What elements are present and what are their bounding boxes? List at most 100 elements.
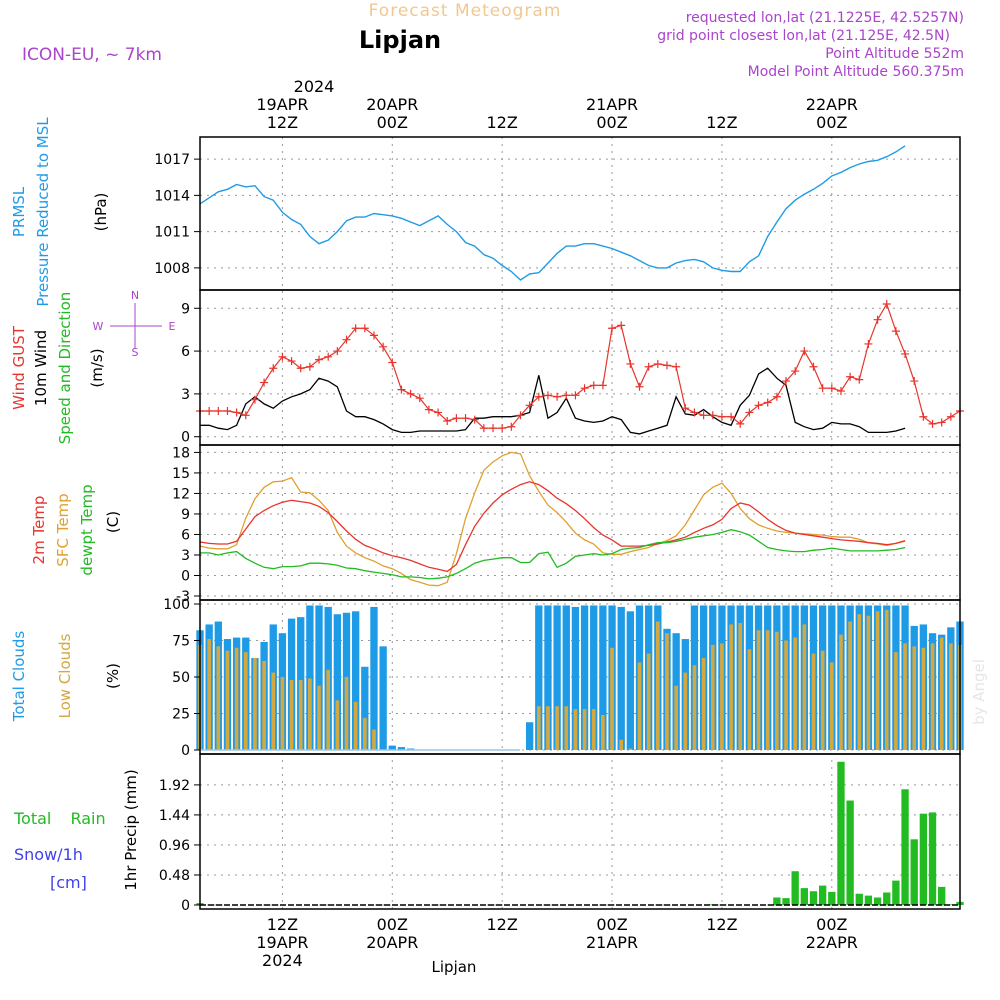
requested-coords: requested lon,lat (21.1225E, 42.5257N)	[686, 10, 964, 26]
gust-marker	[250, 395, 259, 404]
rain-bar	[928, 812, 937, 905]
rain-bar	[910, 839, 918, 905]
low-cloud-bar	[207, 639, 211, 750]
prmsl-line	[199, 145, 906, 281]
sfc-label: SFC Temp	[54, 493, 72, 566]
gust-marker	[919, 412, 928, 421]
gust-marker	[946, 412, 955, 421]
low-cloud-bar	[866, 615, 871, 750]
total-cloud-bar	[333, 614, 342, 750]
low-cloud-bar	[582, 709, 587, 750]
total-cloud-bar	[379, 646, 387, 750]
gust-marker	[479, 424, 488, 433]
model-label: ICON-EU, ~ 7km	[22, 45, 162, 65]
gust-marker	[763, 398, 772, 407]
gust-marker	[809, 362, 818, 371]
location-title: Lipjan	[359, 26, 441, 54]
low-cloud-bar	[243, 652, 248, 750]
dewpt-label: dewpt Temp	[78, 484, 96, 575]
bottom-axis-hour: 00Z	[816, 915, 847, 934]
clouds-unit: (%)	[104, 663, 122, 689]
total-cloud-bar	[370, 606, 378, 750]
total-cloud-bar	[535, 605, 543, 750]
low-cloud-bar	[619, 739, 624, 750]
total-cloud-bar	[599, 605, 607, 750]
pressure-panel	[199, 145, 906, 281]
gust-marker	[727, 412, 736, 421]
rain-label: Total Rain	[13, 809, 106, 828]
temp-tick-label: 9	[181, 507, 190, 523]
low-cloud-bar	[317, 685, 321, 750]
low-cloud-bar	[939, 637, 944, 750]
total-cloud-bar	[525, 722, 534, 750]
top-axis-hour: 12Z	[706, 113, 737, 132]
wind-tick-label: 0	[181, 430, 190, 446]
total-cloud-bar	[626, 611, 635, 750]
grid-lines	[200, 137, 960, 909]
gust-marker	[690, 408, 699, 417]
total-cloud-bar	[562, 605, 570, 750]
total-cloud-bar	[544, 605, 552, 750]
gust-marker	[571, 391, 580, 400]
rain-bar	[828, 891, 836, 905]
clouds-tick-label: 25	[172, 707, 190, 723]
total-clouds-label: Total Clouds	[10, 631, 28, 723]
gust-marker	[901, 349, 910, 358]
bottom-axis-hour: 12Z	[706, 915, 737, 934]
gust-marker	[424, 405, 433, 414]
low-cloud-bar	[601, 714, 605, 750]
total-cloud-bar	[306, 605, 314, 750]
low-cloud-bar	[308, 678, 312, 750]
low-cloud-bar	[747, 649, 752, 750]
rain-bar	[791, 871, 799, 905]
gust-marker	[864, 339, 873, 348]
gust-marker	[397, 385, 406, 394]
gust-marker	[223, 407, 232, 416]
cm-label: [cm]	[50, 873, 87, 892]
low-cloud-bar	[656, 621, 660, 750]
low-cloud-bar	[784, 640, 788, 750]
gust-marker	[644, 362, 653, 371]
compass-s: S	[132, 346, 139, 359]
low-cloud-bar	[765, 630, 770, 750]
wind-tick-label: 9	[181, 301, 190, 317]
low-cloud-bar	[628, 748, 633, 750]
gust-marker	[269, 364, 278, 373]
rain-bar	[938, 886, 946, 905]
panel-frame-w	[199, 289, 961, 446]
low-cloud-bar	[829, 662, 834, 750]
compass-n: N	[131, 289, 139, 302]
low-cloud-bar	[271, 672, 276, 750]
low-cloud-bar	[372, 729, 376, 750]
gust-marker	[360, 324, 369, 333]
panel-frame-p	[199, 136, 961, 291]
t2m-line	[199, 481, 906, 573]
gust-marker	[891, 327, 900, 336]
gust-marker	[791, 367, 800, 376]
gust-marker	[278, 352, 287, 361]
low-cloud-bar	[234, 647, 239, 750]
gust-marker	[800, 347, 809, 356]
direction-label: Speed and Direction	[56, 292, 74, 445]
top-axis-hour: 12Z	[267, 113, 298, 132]
pressure-tick-label: 1011	[154, 225, 190, 241]
watermark: by Angel	[970, 659, 988, 725]
gust-marker	[653, 359, 662, 368]
gust-marker	[287, 357, 296, 366]
gust-marker	[681, 404, 690, 413]
gust-marker	[315, 355, 324, 364]
low-clouds-label: Low Clouds	[56, 633, 74, 718]
precip-tick-label: 1.92	[159, 778, 190, 794]
wind-panel	[196, 299, 964, 435]
gust-marker	[562, 391, 571, 400]
gust-marker	[772, 392, 781, 401]
rain-bar	[883, 892, 891, 905]
clouds-panel	[196, 605, 964, 751]
dewpt-line	[200, 529, 906, 580]
gust-marker	[937, 418, 946, 427]
temp-tick-label: 12	[172, 486, 190, 502]
low-cloud-bar	[848, 621, 852, 750]
low-cloud-bar	[701, 658, 706, 750]
